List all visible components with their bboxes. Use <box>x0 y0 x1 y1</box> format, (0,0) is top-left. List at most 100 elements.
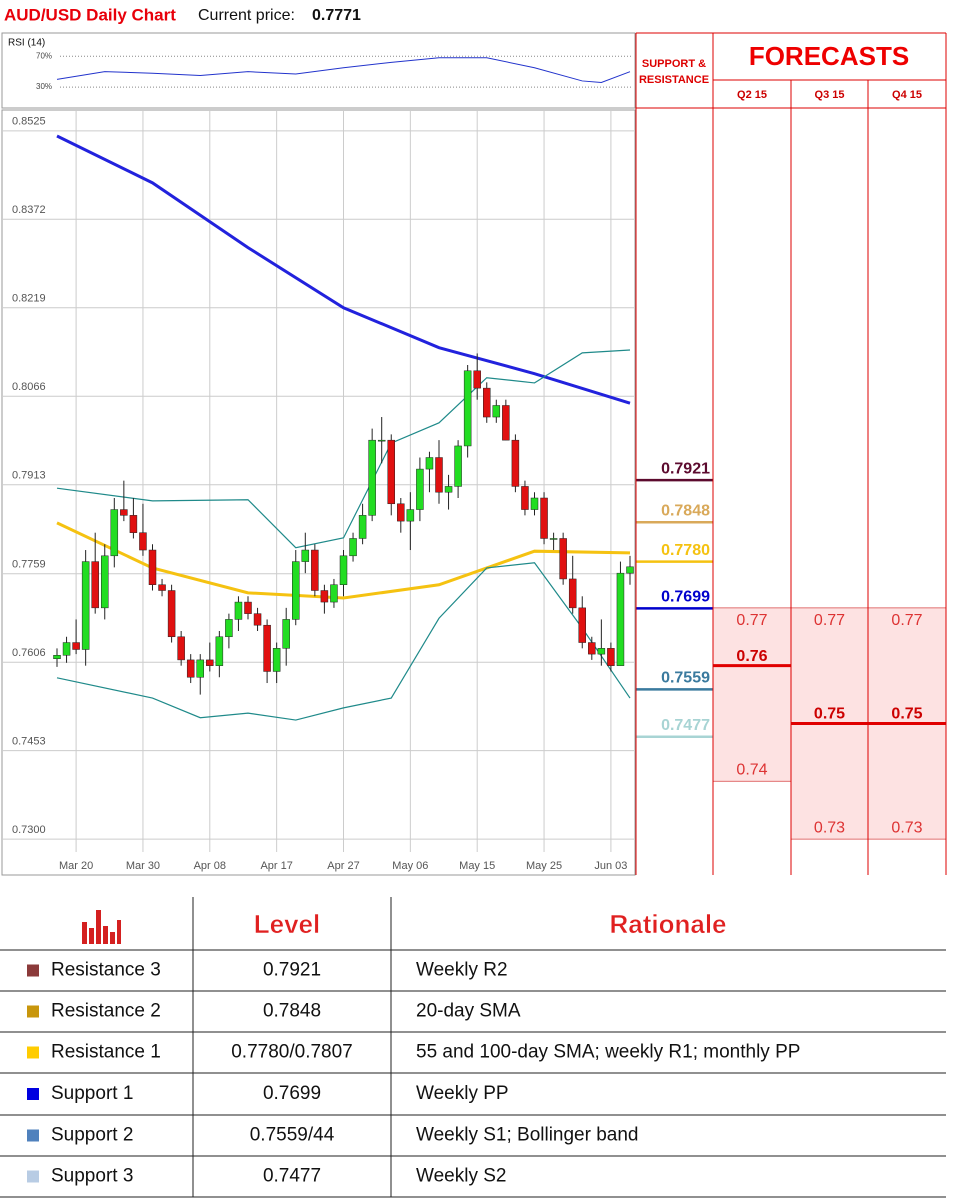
row-rationale: Weekly PP <box>416 1083 509 1104</box>
forecast-high: 0.77 <box>736 612 767 629</box>
row-rationale: Weekly R2 <box>416 960 508 981</box>
quarter-label: Q3 15 <box>815 89 845 101</box>
rsi-tick-label: 30% <box>36 82 52 91</box>
row-name: Support 1 <box>51 1083 133 1104</box>
level-label: 0.7780 <box>661 542 710 559</box>
forecast-low: 0.74 <box>736 762 767 779</box>
x-tick-label: Apr 17 <box>260 860 292 872</box>
y-tick-label: 0.8219 <box>12 293 46 305</box>
candle-body <box>397 503 405 522</box>
x-tick-label: Mar 30 <box>126 860 160 872</box>
table-icon <box>82 910 121 944</box>
candle-body <box>387 439 395 505</box>
indicator-line <box>56 134 631 405</box>
forecast-low: 0.73 <box>814 819 845 836</box>
legend-swatch <box>27 1170 39 1183</box>
forecast-mid-label: 0.75 <box>891 706 922 723</box>
legend-swatch <box>27 964 39 977</box>
y-tick-label: 0.8372 <box>12 204 46 216</box>
candle-body <box>358 515 367 539</box>
row-rationale: 55 and 100-day SMA; weekly R1; monthly P… <box>416 1042 800 1063</box>
candle-body <box>167 590 176 638</box>
candle-body <box>120 509 128 516</box>
candle-body <box>483 387 491 418</box>
candle-body <box>311 549 319 591</box>
y-tick-label: 0.7759 <box>12 559 46 571</box>
candle-body <box>549 538 558 540</box>
candle-body <box>53 655 61 659</box>
legend-swatch <box>27 1088 39 1100</box>
y-tick-label: 0.7300 <box>12 824 46 836</box>
candle-body <box>186 659 195 678</box>
candle-body <box>234 601 243 620</box>
candle-body <box>139 532 147 551</box>
plot-area <box>1 109 636 876</box>
sr-title: SUPPORT & <box>642 58 706 70</box>
forecast-title: FORECASTS <box>749 41 909 71</box>
candle-body <box>473 370 481 389</box>
row-name: Resistance 3 <box>51 960 161 981</box>
sr-title: RESISTANCE <box>639 74 709 86</box>
candle-body <box>416 468 424 510</box>
row-level: 0.7699 <box>263 1083 321 1104</box>
x-tick-label: May 15 <box>459 860 495 872</box>
candle-body <box>110 509 119 557</box>
candle-body <box>597 648 606 655</box>
candle-body <box>521 486 529 510</box>
row-level: 0.7559/44 <box>250 1125 335 1146</box>
candle-body <box>616 572 625 666</box>
table-header: Rationale <box>609 909 726 939</box>
x-tick-label: Jun 03 <box>594 860 627 872</box>
candle-body <box>368 439 376 516</box>
indicator-line <box>56 562 631 721</box>
x-tick-label: May 06 <box>392 860 428 872</box>
candle-body <box>158 584 166 591</box>
candle-body <box>320 590 329 603</box>
current-price: 0.7771 <box>312 7 361 24</box>
chart-title: AUD/USD Daily Chart <box>4 5 176 24</box>
candle-body <box>568 578 577 609</box>
row-rationale: Weekly S2 <box>416 1166 506 1187</box>
level-label: 0.7699 <box>661 589 710 606</box>
candle-body <box>578 607 586 643</box>
row-level: 0.7848 <box>263 1001 321 1022</box>
candle-body <box>339 555 348 585</box>
candle-body <box>148 549 157 585</box>
level-label: 0.7921 <box>661 460 710 477</box>
candle-body <box>215 636 224 666</box>
x-tick-label: May 25 <box>526 860 562 872</box>
candle-body <box>272 648 281 672</box>
candle-body <box>607 648 615 666</box>
table-header: Level <box>254 909 321 939</box>
row-name: Support 2 <box>51 1125 133 1146</box>
level-label: 0.7559 <box>661 670 710 687</box>
candle-body <box>492 405 501 418</box>
candle-body <box>540 497 548 539</box>
candle-body <box>511 439 520 487</box>
forecast-low: 0.73 <box>891 819 922 836</box>
level-label: 0.7477 <box>661 717 710 734</box>
candle-body <box>292 561 300 620</box>
candle-body <box>225 619 233 638</box>
candle-body <box>81 561 90 650</box>
candle-body <box>206 659 214 666</box>
candle-body <box>244 601 252 614</box>
price-label: Current price: <box>198 7 295 24</box>
row-rationale: 20-day SMA <box>416 1001 521 1022</box>
legend-swatch <box>27 1046 39 1059</box>
candle-body <box>301 549 310 562</box>
candle-body <box>101 555 109 609</box>
forecast-mid-label: 0.75 <box>814 706 845 723</box>
candle-body <box>129 515 138 533</box>
rsi-tick-label: 70% <box>36 51 52 60</box>
y-tick-label: 0.7913 <box>12 470 46 482</box>
y-tick-label: 0.8066 <box>12 381 46 393</box>
candle-body <box>530 497 539 510</box>
forecast-range <box>712 607 792 782</box>
candle-body <box>349 538 357 557</box>
row-level: 0.7780/0.7807 <box>231 1042 353 1063</box>
forecast-high: 0.77 <box>814 612 845 629</box>
row-level: 0.7477 <box>263 1166 321 1187</box>
